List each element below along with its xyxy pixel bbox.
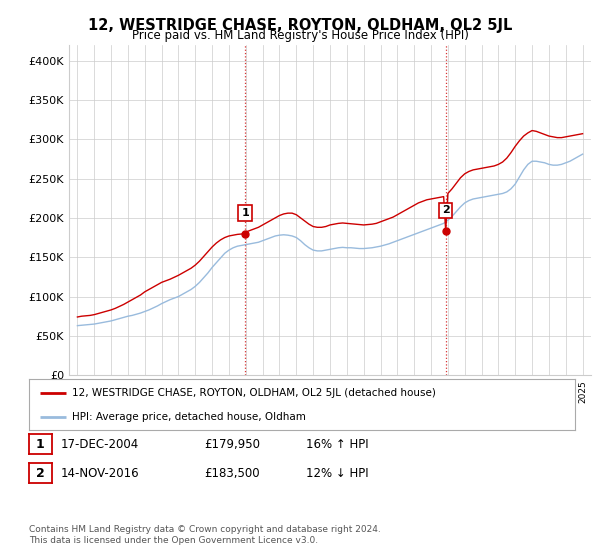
Text: 1: 1 [241, 208, 249, 218]
Text: HPI: Average price, detached house, Oldham: HPI: Average price, detached house, Oldh… [73, 412, 307, 422]
Text: £183,500: £183,500 [204, 466, 260, 480]
Text: 12% ↓ HPI: 12% ↓ HPI [306, 466, 368, 480]
Text: 16% ↑ HPI: 16% ↑ HPI [306, 437, 368, 451]
Text: 12, WESTRIDGE CHASE, ROYTON, OLDHAM, OL2 5JL (detached house): 12, WESTRIDGE CHASE, ROYTON, OLDHAM, OL2… [73, 388, 436, 398]
Text: 2: 2 [442, 206, 449, 216]
Text: Contains HM Land Registry data © Crown copyright and database right 2024.
This d: Contains HM Land Registry data © Crown c… [29, 525, 380, 545]
Text: 2: 2 [36, 466, 44, 480]
Text: 17-DEC-2004: 17-DEC-2004 [61, 437, 139, 451]
Text: 1: 1 [36, 437, 44, 451]
Text: 12, WESTRIDGE CHASE, ROYTON, OLDHAM, OL2 5JL: 12, WESTRIDGE CHASE, ROYTON, OLDHAM, OL2… [88, 18, 512, 33]
Text: 14-NOV-2016: 14-NOV-2016 [61, 466, 139, 480]
Text: £179,950: £179,950 [204, 437, 260, 451]
Text: Price paid vs. HM Land Registry's House Price Index (HPI): Price paid vs. HM Land Registry's House … [131, 29, 469, 42]
